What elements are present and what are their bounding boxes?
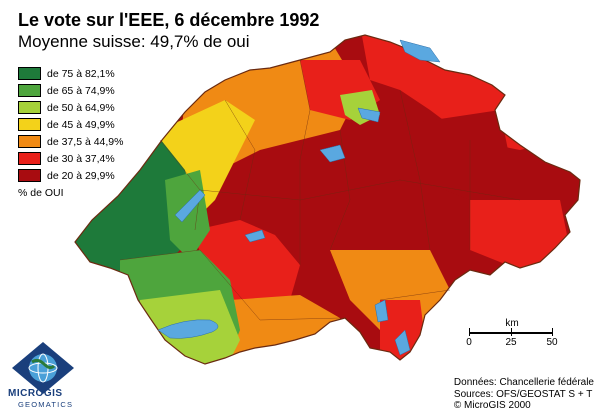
legend-item: de 65 à 74,9%	[18, 82, 123, 99]
lake-lugano	[394, 329, 411, 356]
lake-zurich	[357, 107, 381, 123]
scale-bar: km 0 25 50	[462, 318, 562, 348]
map-title: Le vote sur l'EEE, 6 décembre 1992	[18, 10, 320, 30]
scale-tick	[511, 328, 512, 336]
scale-tick-label: 0	[466, 337, 472, 348]
legend-item: de 75 à 82,1%	[18, 65, 123, 82]
scale-unit: km	[505, 318, 519, 329]
legend-label: de 50 à 64,9%	[47, 101, 115, 114]
legend-swatch	[18, 101, 41, 114]
legend-swatch	[18, 67, 41, 80]
country-border	[74, 34, 581, 365]
district-borders	[119, 59, 521, 321]
legend-note: % de OUI	[18, 187, 64, 199]
map-subtitle: Moyenne suisse: 49,7% de oui	[18, 32, 250, 51]
lake-geneva	[157, 319, 219, 339]
lake-constance	[399, 39, 441, 63]
lake-lucerne	[319, 144, 346, 163]
legend-label: de 75 à 82,1%	[47, 67, 115, 80]
legend-label: de 65 à 74,9%	[47, 84, 115, 97]
lake-neuchatel	[174, 189, 206, 223]
scale-tick	[469, 328, 470, 336]
legend-item: de 30 à 37,4%	[18, 150, 123, 167]
credits: Données: Chancellerie fédérale Sources: …	[454, 377, 594, 412]
region-fribourg-red	[195, 220, 300, 320]
legend-item: de 20 à 29,9%	[18, 167, 123, 184]
microgis-logo-icon	[12, 342, 74, 394]
region-east-dark-red	[400, 110, 510, 200]
legend-item: de 50 à 64,9%	[18, 99, 123, 116]
credits-line: Données: Chancellerie fédérale	[453, 377, 594, 388]
legend-swatch	[18, 84, 41, 97]
credits-line: Sources: OFS/GEOSTAT S + T	[453, 388, 593, 400]
lakes	[157, 39, 441, 356]
region-valais-orange	[220, 295, 340, 364]
legend-label: de 45 à 49,9%	[47, 118, 115, 131]
scale-tick-label: 25	[505, 337, 517, 348]
legend: de 75 à 82,1% de 65 à 74,9% de 50 à 64,9…	[18, 65, 123, 199]
legend-swatch	[18, 169, 41, 182]
legend-swatch	[18, 135, 41, 148]
logo-brand: MICROGIS	[8, 388, 63, 399]
scale-tick-label: 50	[546, 337, 558, 348]
legend-label: de 20 à 29,9%	[47, 169, 115, 182]
lake-thun	[244, 229, 266, 243]
legend-label: de 37,5 à 44,9%	[47, 135, 124, 148]
legend-item: de 45 à 49,9%	[18, 116, 123, 133]
region-grisons-red	[470, 200, 570, 270]
lake-maggiore	[374, 299, 389, 323]
credits-line: © MicroGIS 2000	[453, 400, 531, 411]
legend-swatch	[18, 152, 41, 165]
legend-item: de 37,5 à 44,9%	[18, 133, 123, 150]
logo-sub: GEOMATICS	[18, 400, 74, 409]
legend-swatch	[18, 118, 41, 131]
legend-label: de 30 à 37,4%	[47, 152, 115, 165]
scale-tick	[552, 328, 553, 336]
